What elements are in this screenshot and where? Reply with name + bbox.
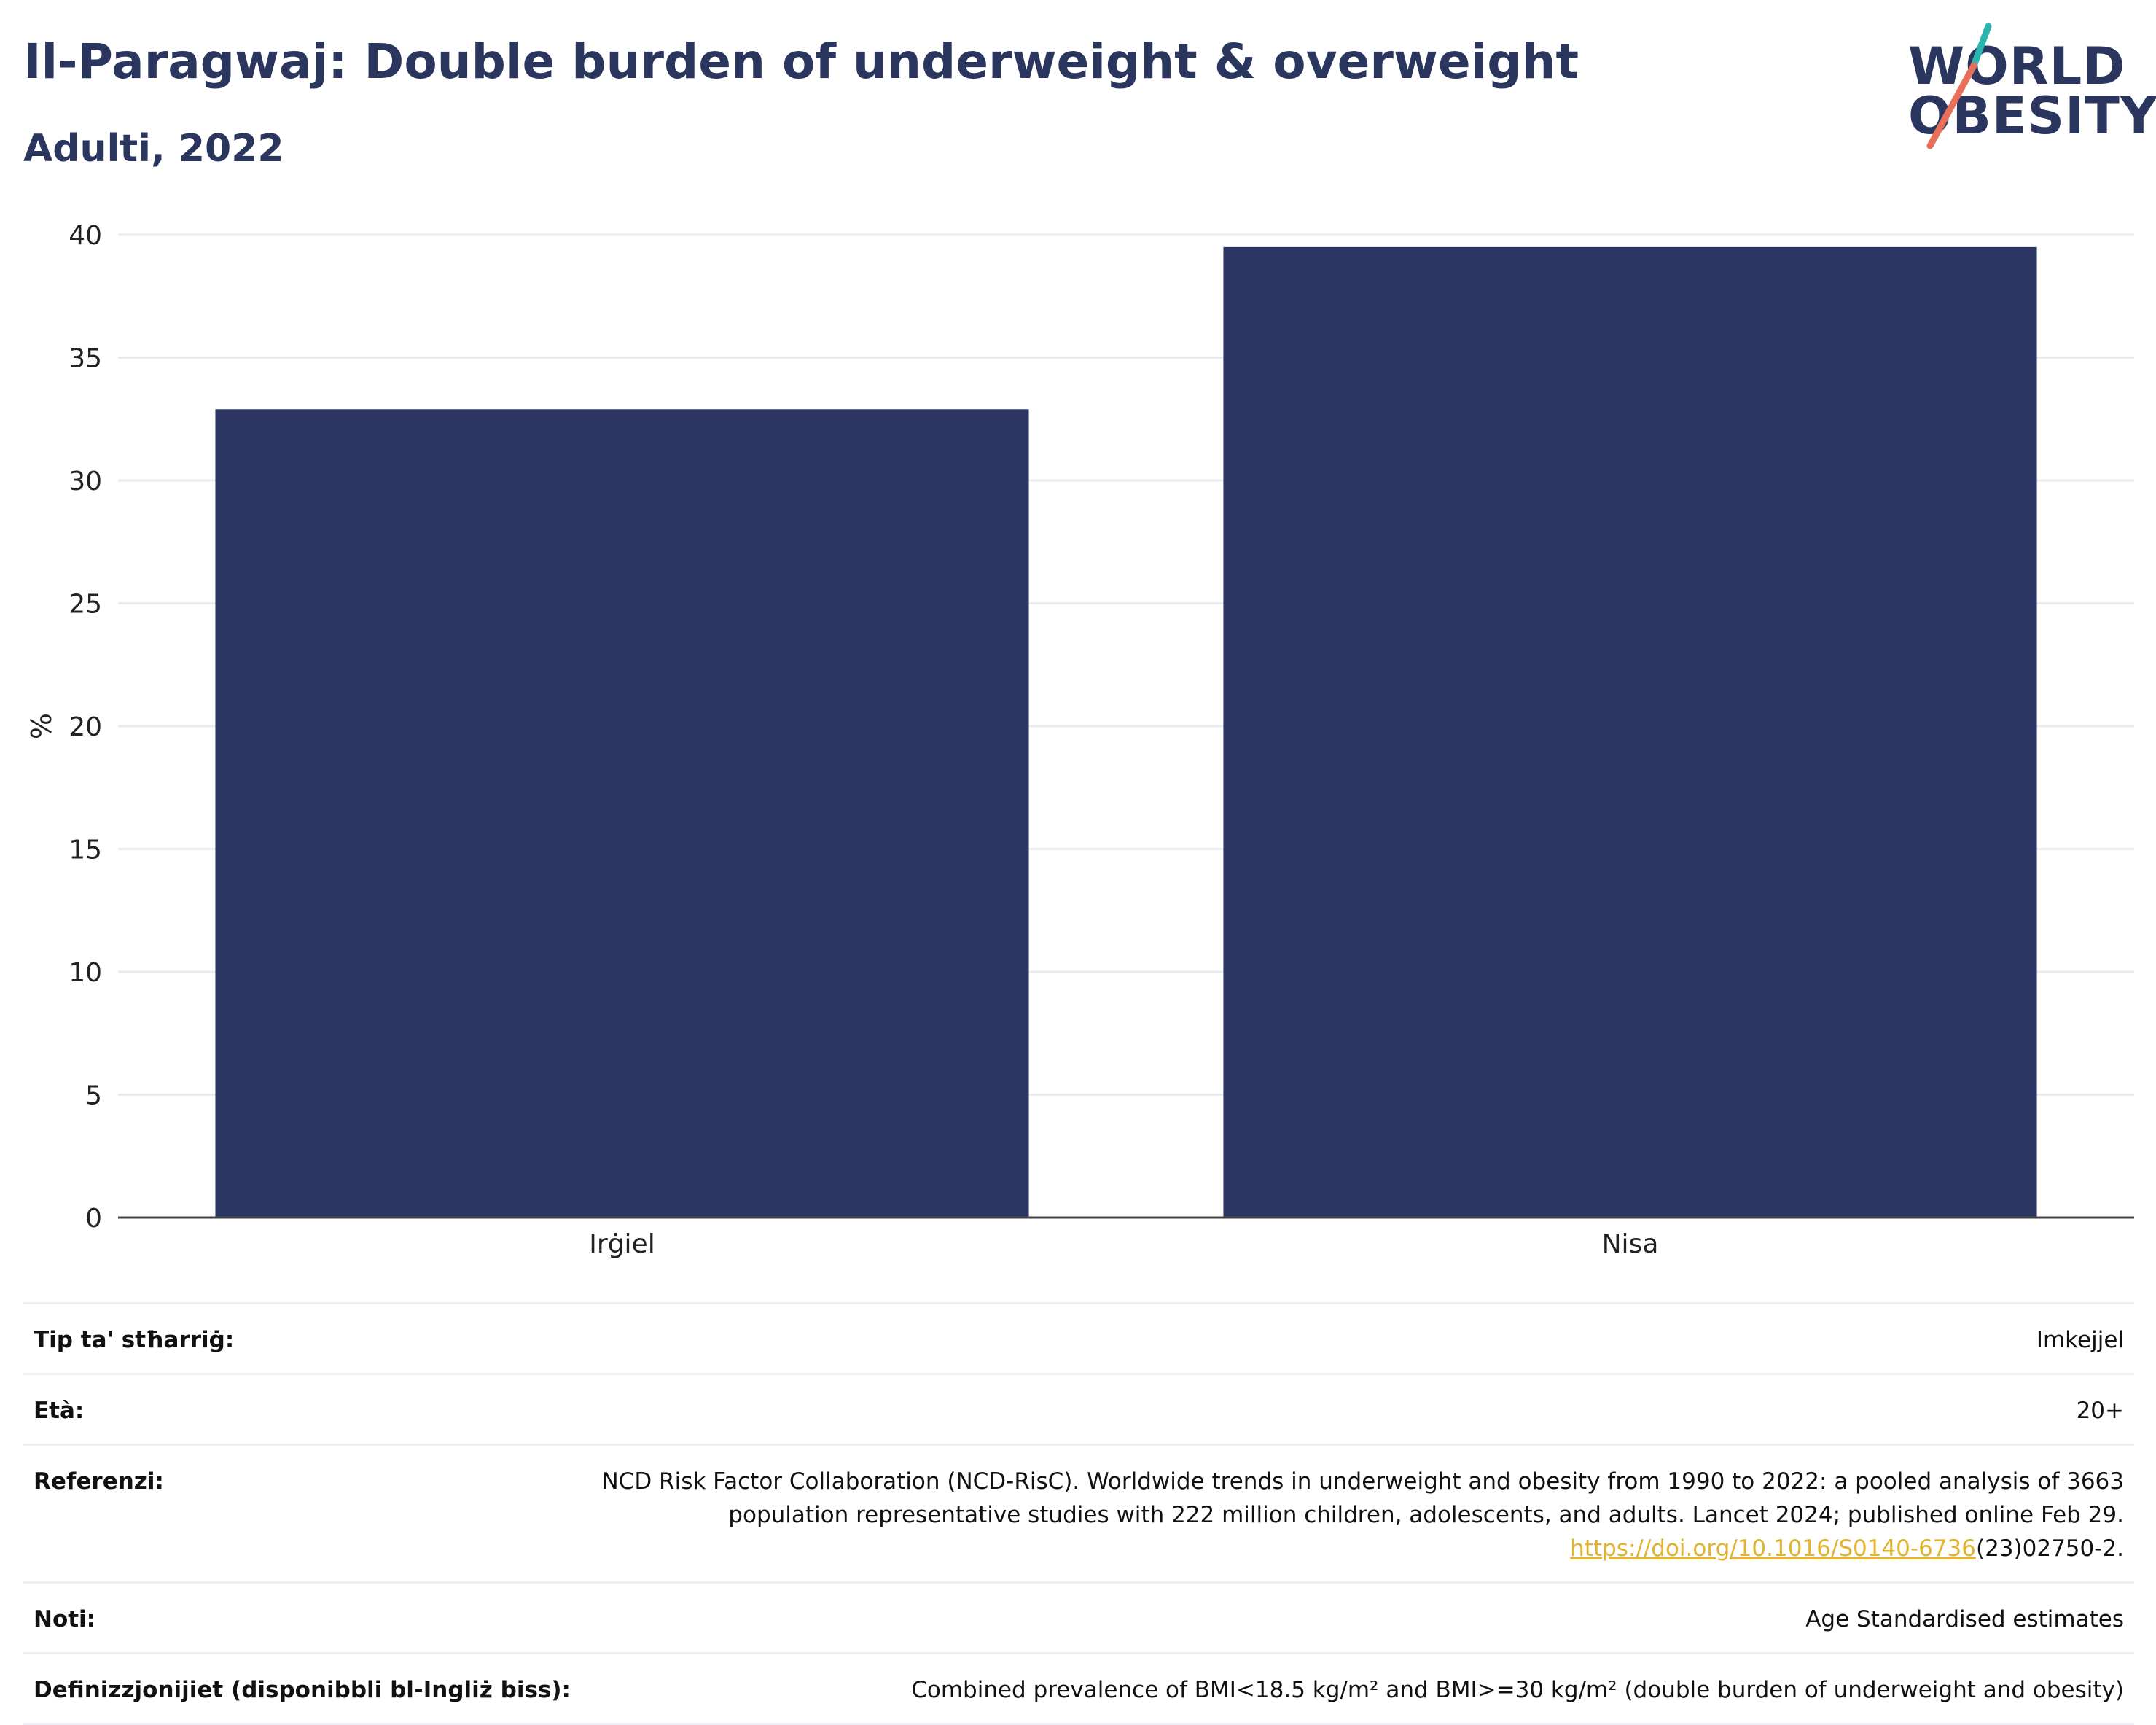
meta-value: Imkejjel <box>2036 1327 2124 1353</box>
y-tick-label: 5 <box>85 1081 102 1111</box>
meta-value: 20+ <box>2076 1398 2124 1424</box>
y-tick-label: 20 <box>69 712 102 742</box>
chart-svg: 0 5 10 15 20 25 30 35 40% Irġiel Nisa <box>26 221 2134 1259</box>
y-tick-label: 0 <box>85 1204 102 1234</box>
meta-row-age: Età: 20+ <box>23 1373 2134 1444</box>
x-tick-label: Irġiel <box>589 1229 655 1259</box>
meta-value: Age Standardised estimates <box>1805 1606 2124 1632</box>
bar <box>215 409 1029 1218</box>
doi-suffix: (23)02750-2. <box>1975 1535 2124 1562</box>
meta-value-reference: NCD Risk Factor Collaboration (NCD-RisC)… <box>593 1465 2124 1565</box>
y-tick-label: 35 <box>69 344 102 374</box>
meta-label: Tip ta' stħarriġ: <box>34 1327 235 1353</box>
meta-row-survey-type: Tip ta' stħarriġ: Imkejjel <box>23 1302 2134 1373</box>
doi-link[interactable]: https://doi.org/10.1016/S0140-6736 <box>1570 1535 1976 1562</box>
reference-text: NCD Risk Factor Collaboration (NCD-RisC)… <box>601 1468 2124 1528</box>
meta-row-notes: Noti: Age Standardised estimates <box>23 1581 2134 1652</box>
meta-row-references: Referenzi: NCD Risk Factor Collaboration… <box>23 1444 2134 1581</box>
y-tick-label: 30 <box>69 467 102 497</box>
chart-title: Il-Paragwaj: Double burden of underweigh… <box>23 34 1579 90</box>
bar-chart: 0 5 10 15 20 25 30 35 40% Irġiel Nisa <box>0 204 2156 1269</box>
world-obesity-logo: WORLD OBESITY <box>1895 20 2156 152</box>
y-tick-label: 40 <box>69 221 102 251</box>
meta-label: Referenzi: <box>34 1468 164 1495</box>
metadata-table: Tip ta' stħarriġ: Imkejjel Età: 20+ Refe… <box>23 1302 2134 1725</box>
chart-subtitle: Adulti, 2022 <box>23 127 284 171</box>
y-tick-label: 15 <box>69 836 102 865</box>
meta-label: Definizzjonijiet (disponibbli bl-Ingliż … <box>34 1677 571 1703</box>
logo-line-1: WORLD <box>1908 36 2126 96</box>
logo-slash-icon <box>1926 23 1992 149</box>
y-axis-title: % <box>26 713 58 739</box>
bar <box>1223 246 2037 1218</box>
meta-label: Età: <box>34 1398 85 1424</box>
y-tick-label: 10 <box>69 958 102 988</box>
x-tick-label: Nisa <box>1602 1229 1659 1259</box>
meta-label: Noti: <box>34 1606 96 1632</box>
meta-row-definitions: Definizzjonijiet (disponibbli bl-Ingliż … <box>23 1652 2134 1725</box>
meta-value: Combined prevalence of BMI<18.5 kg/m² an… <box>911 1677 2124 1703</box>
y-tick-label: 25 <box>69 590 102 620</box>
